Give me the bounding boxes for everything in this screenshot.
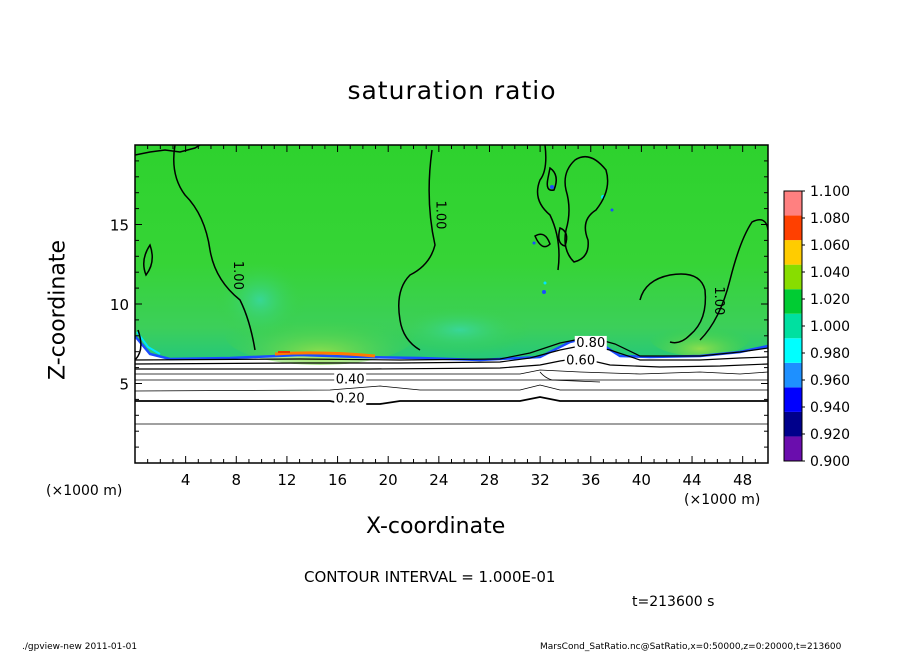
x-axis-label: X-coordinate [366, 514, 506, 539]
colorbar-swatch [784, 411, 802, 437]
colorbar-swatch [784, 387, 802, 412]
colorbar-label: 1.080 [810, 211, 850, 227]
colorbar-label: 0.920 [810, 427, 850, 443]
x-unit-label-left: (×1000 m) [46, 483, 123, 499]
colorbar-label: 0.980 [810, 346, 850, 362]
colorbar-swatch [784, 215, 802, 241]
x-tick-label: 44 [682, 471, 701, 489]
x-tick-label: 32 [531, 471, 550, 489]
colorbar-swatch [784, 362, 802, 388]
footer-file-info: MarsCond_SatRatio.nc@SatRatio,x=0:50000,… [540, 642, 842, 652]
colorbar-swatch [784, 289, 802, 314]
x-tick-label: 12 [277, 471, 296, 489]
contour-interval-text: CONTOUR INTERVAL = 1.000E-01 [304, 568, 556, 586]
colorbar-swatch [784, 264, 802, 290]
contour-label-bg [334, 391, 367, 406]
chart-title: saturation ratio [347, 76, 557, 105]
x-tick-label: 28 [480, 471, 499, 489]
contour-label: 1.00 [711, 286, 726, 315]
contour-labels: 1.00 1.00 1.00 0.80 0.60 0.40 0.20 [230, 200, 726, 406]
x-tick-label: 40 [632, 471, 651, 489]
x-tick-label: 4 [181, 471, 191, 489]
contour-label-bg [564, 353, 597, 368]
colorbar-label: 1.100 [810, 184, 850, 200]
x-tick-label: 16 [328, 471, 347, 489]
colorbar-swatch [784, 240, 802, 265]
colorbar: 0.900 0.920 0.940 0.960 0.980 1.000 1.020 1.040… [783, 184, 850, 470]
contour-label: 0.60 [566, 353, 595, 368]
colorbar-label: 1.000 [810, 319, 850, 335]
colorbar-swatch [784, 191, 802, 216]
colorbar-label: 0.940 [810, 400, 850, 416]
colorbar-swatch [784, 338, 802, 363]
x-tick-label: 8 [232, 471, 242, 489]
colorbar-label: 1.020 [810, 292, 850, 308]
colorbar-swatch [784, 313, 802, 339]
colorbar-label: 0.960 [810, 373, 850, 389]
contour-label: 0.80 [576, 336, 605, 351]
x-tick-label: 20 [379, 471, 398, 489]
contour-label-bg [334, 372, 367, 387]
colorbar-label: 1.060 [810, 238, 850, 254]
contour-label: 0.20 [336, 392, 365, 407]
contour-label: 0.40 [336, 373, 365, 388]
x-tick-label: 24 [429, 471, 448, 489]
y-tick-label: 5 [119, 376, 129, 394]
y-tick-label: 10 [110, 296, 129, 314]
time-label: t=213600 s [632, 594, 715, 610]
x-unit-label-right: (×1000 m) [684, 492, 761, 508]
contour-lines [135, 145, 768, 361]
footer-program-info: ./gpview-new 2011-01-01 [22, 642, 138, 652]
y-tick-label: 15 [110, 217, 129, 235]
contour-label: 1.00 [230, 261, 245, 290]
colorbar-label: 1.040 [810, 265, 850, 281]
contour-label: 1.00 [432, 200, 447, 229]
contour-label-bg [574, 335, 607, 350]
x-tick-label: 36 [581, 471, 600, 489]
y-axis-label: Z-coordinate [45, 240, 71, 380]
x-axis: 4 8 12 16 20 24 28 32 36 40 44 48 [147, 145, 756, 489]
saturation-field [135, 145, 768, 463]
x-tick-label: 48 [733, 471, 752, 489]
colorbar-swatch [784, 436, 802, 461]
y-axis: 5 10 15 [110, 160, 768, 448]
colorbar-label: 0.900 [810, 454, 850, 470]
